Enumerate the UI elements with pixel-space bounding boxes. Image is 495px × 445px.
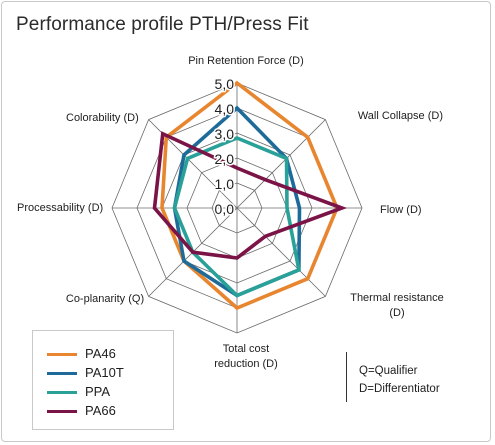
axis-label-line: Total cost (223, 343, 269, 355)
axis-label: Flow (D) (380, 204, 422, 216)
axis-label-line: Processability (D) (17, 202, 103, 214)
axis-label-line: Flow (D) (380, 204, 422, 216)
tick-label: 5,0 (215, 76, 235, 92)
legend-swatch-pa66 (47, 410, 77, 413)
note-differentiator: D=Differentiator (359, 383, 440, 395)
tick-label: 3,0 (215, 126, 235, 142)
axis-label: Wall Collapse (D) (358, 110, 443, 122)
legend-label-pa66: PA66 (85, 403, 116, 418)
legend-label-pa46: PA46 (85, 346, 116, 361)
legend-swatch-pa10t (47, 372, 77, 375)
axis-label-line: Co-planarity (Q) (66, 293, 144, 305)
radar-series (152, 80, 348, 311)
axis-label-line: Colorability (D) (66, 112, 139, 124)
axis-label-line: Pin Retention Force (D) (188, 55, 304, 67)
axis-label: Thermal resistance (D) (350, 292, 444, 319)
spoke-line (236, 207, 326, 297)
series-ppa (172, 136, 301, 298)
abbreviation-notes: Q=Qualifier D=Differentiator (346, 352, 440, 402)
legend-label-ppa: PPA (85, 384, 111, 399)
axis-label-line: Wall Collapse (D) (358, 110, 443, 122)
series-pa66 (152, 131, 348, 260)
axis-label-line: Thermal resistance (350, 292, 444, 304)
note-qualifier: Q=Qualifier (359, 365, 418, 377)
axis-label: Pin Retention Force (D) (188, 55, 304, 67)
legend: PA46 PA10T PPA PA66 (32, 330, 174, 430)
spoke-line (236, 119, 326, 209)
axis-label-line: (D) (389, 307, 404, 319)
tick-label: 2,0 (215, 151, 235, 167)
tick-label: 0,0 (215, 201, 235, 217)
axis-label: Processability (D) (17, 202, 103, 214)
axis-label: Total cost reduction (D) (214, 343, 278, 370)
series-pa46 (160, 80, 339, 311)
axis-label: Colorability (D) (66, 112, 139, 124)
chart-title: Performance profile PTH/Press Fit (16, 14, 309, 35)
legend-swatch-ppa (47, 391, 77, 394)
axis-label: Co-planarity (Q) (66, 293, 144, 305)
tick-label: 4,0 (215, 101, 235, 117)
legend-swatch-pa46 (47, 353, 77, 356)
axis-label-line: reduction (D) (214, 358, 278, 370)
tick-label: 1,0 (215, 176, 235, 192)
legend-label-pa10t: PA10T (85, 365, 124, 380)
